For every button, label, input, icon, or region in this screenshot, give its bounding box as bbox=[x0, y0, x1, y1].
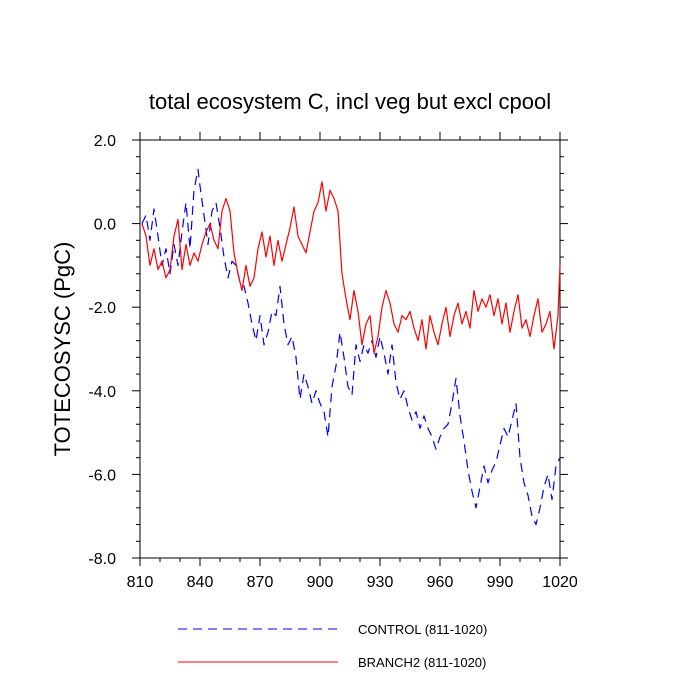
legend-label: BRANCH2 (811-1020) bbox=[358, 655, 486, 670]
x-tick-label: 900 bbox=[307, 574, 334, 591]
axis-ticks bbox=[132, 132, 568, 566]
x-tick-label: 840 bbox=[187, 574, 214, 591]
series-line-control bbox=[141, 168, 561, 526]
y-tick-label: 0.0 bbox=[94, 217, 116, 234]
x-tick-label: 990 bbox=[487, 574, 514, 591]
y-axis-label: TOTECOSYSC (PgC) bbox=[50, 242, 75, 457]
x-tick-label: 960 bbox=[427, 574, 454, 591]
y-tick-label: -8.0 bbox=[88, 551, 116, 568]
plot-frame bbox=[139, 139, 561, 559]
y-tick-label: -4.0 bbox=[88, 384, 116, 401]
y-tick-label: -6.0 bbox=[88, 467, 116, 484]
chart-title: total ecosystem C, incl veg but excl cpo… bbox=[149, 89, 551, 114]
legend: CONTROL (811-1020) BRANCH2 (811-1020) bbox=[178, 622, 487, 670]
x-tick-label: 1020 bbox=[542, 574, 578, 591]
y-tick-label: 2.0 bbox=[94, 133, 116, 150]
x-tick-label: 810 bbox=[127, 574, 154, 591]
y-tick-label: -2.0 bbox=[88, 300, 116, 317]
series-line-branch2 bbox=[141, 181, 561, 354]
x-tick-label: 930 bbox=[367, 574, 394, 591]
legend-label: CONTROL (811-1020) bbox=[358, 622, 487, 637]
x-tick-label: 870 bbox=[247, 574, 274, 591]
axis-tick-labels: 810 840 870 900 930 960 990 1020 -8.0 -6.0 -4.0 -2.… bbox=[88, 133, 577, 591]
series-lines bbox=[141, 168, 561, 526]
